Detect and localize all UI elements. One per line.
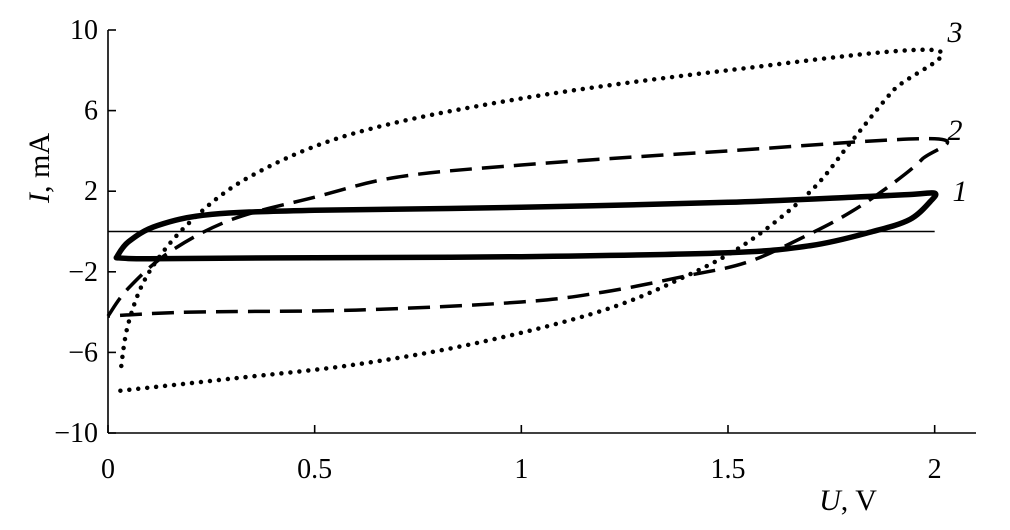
- axes: 10 6 2 −2 −6 −100 0.5 1 1.5 2: [54, 15, 976, 485]
- x-tick-label: 1.5: [711, 454, 746, 485]
- x-tick-label: 1: [514, 454, 528, 485]
- x-tick-label: 0: [101, 454, 115, 485]
- series-3-label: 3: [947, 16, 963, 49]
- series-2-label: 2: [948, 114, 963, 147]
- y-tick-label: 2: [84, 176, 98, 207]
- y-axis-var: I: [23, 191, 56, 204]
- x-axis-unit: , V: [841, 484, 877, 517]
- series-1-label: 1: [953, 175, 968, 208]
- y-tick-label: 10: [70, 15, 98, 46]
- labels-layer: I, mA U, V 1 2 3: [23, 16, 968, 517]
- series-3-curve: [118, 47, 945, 393]
- y-axis-unit: , mA: [23, 133, 56, 193]
- y-tick-label: −10: [54, 418, 98, 449]
- x-tick-label: 2: [928, 454, 942, 485]
- series-2-curve: [106, 136, 950, 318]
- y-axis-title: I, mA: [23, 133, 56, 204]
- x-tick-label: 0.5: [297, 454, 332, 485]
- y-tick-label: −2: [68, 257, 98, 288]
- y-tick-label: −6: [68, 337, 98, 368]
- x-axis-var: U: [819, 484, 843, 517]
- y-tick-label: 6: [84, 96, 98, 127]
- series-1-curve: [113, 190, 939, 262]
- series-layer: [106, 47, 950, 393]
- x-axis-title: U, V: [819, 484, 877, 517]
